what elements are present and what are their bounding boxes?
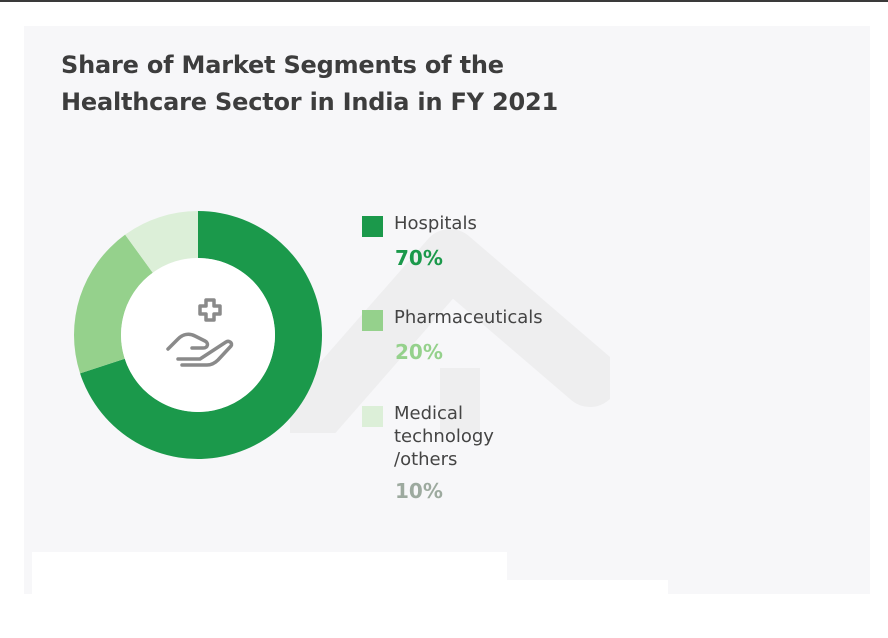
legend-label-medical-technology-line-3: /others: [394, 449, 458, 470]
top-rule: [0, 0, 888, 2]
legend-label-hospitals: Hospitals: [394, 212, 584, 235]
donut-slice-hospitals: [80, 211, 322, 459]
hand-medical-cross-icon: [166, 298, 234, 367]
legend-label-medical-technology-line-1: Medical: [394, 403, 463, 424]
upward-arrow-watermark-icon: [290, 229, 610, 433]
card-bottom-overlay: [32, 552, 507, 612]
legend-label-hospitals-line-1: Hospitals: [394, 213, 477, 234]
legend-swatch-hospitals: [362, 216, 383, 237]
data-label-pharmaceuticals: 20%: [395, 340, 443, 364]
chart-title-line-1: Share of Market Segments of the: [61, 51, 504, 79]
card-bottom-overlay-right: [507, 580, 668, 620]
legend-label-medical-technology-line-2: technology: [394, 426, 494, 447]
legend-label-medical-technology: Medical technology /others: [394, 402, 584, 471]
legend-label-pharmaceuticals: Pharmaceuticals: [394, 306, 584, 329]
chart-title-line-2: Healthcare Sector in India in FY 2021: [61, 88, 559, 116]
donut-slice-medical-technology: [125, 211, 198, 273]
donut-slices: [73, 211, 322, 459]
data-label-medical-technology: 10%: [395, 479, 443, 503]
donut-slice-pharmaceuticals: [73, 234, 153, 374]
donut-chart: [73, 211, 322, 459]
legend-swatch-medical-technology: [362, 406, 383, 427]
donut-hole: [121, 258, 275, 412]
legend-swatch-pharmaceuticals: [362, 310, 383, 331]
chart-title: Share of Market Segments of the Healthca…: [61, 47, 621, 121]
data-label-hospitals: 70%: [395, 246, 443, 270]
legend-label-pharmaceuticals-line-1: Pharmaceuticals: [394, 307, 543, 328]
